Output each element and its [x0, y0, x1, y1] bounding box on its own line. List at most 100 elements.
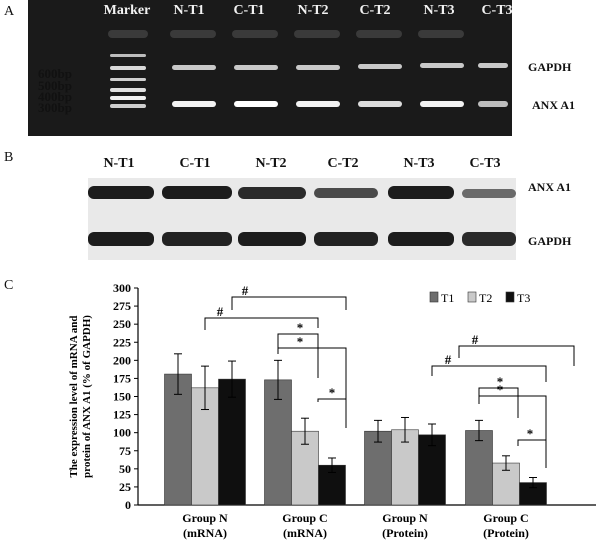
x-tick-label: Group N — [382, 511, 428, 525]
x-tick-label: Group N — [182, 511, 228, 525]
gel-well — [108, 30, 148, 38]
gapdh-blot-band — [238, 232, 306, 246]
y-tick-label: 125 — [113, 408, 131, 422]
x-tick-label: (Protein) — [483, 526, 529, 540]
significance-mark: * — [297, 334, 304, 349]
gapdh-band — [172, 65, 216, 70]
anxa1-band — [172, 101, 216, 107]
bar — [418, 434, 446, 506]
gel-lane-label: C-T2 — [359, 3, 391, 18]
significance-bracket — [231, 296, 347, 310]
significance-mark: * — [527, 426, 534, 441]
legend-swatch — [467, 291, 477, 303]
blot-lane-label: C-T1 — [179, 156, 211, 171]
bp-label: 300bp — [38, 100, 72, 115]
gapdh-band — [234, 65, 278, 70]
anxa1-band — [358, 101, 402, 107]
gapdh-blot-band — [88, 232, 154, 246]
significance-bracket — [277, 333, 319, 378]
bar — [465, 430, 493, 506]
y-tick-label: 300 — [113, 281, 131, 295]
gel-well — [232, 30, 278, 38]
significance-mark: # — [472, 332, 479, 347]
bar — [264, 379, 292, 506]
anxa1-band — [296, 101, 340, 107]
anxa1-blot-band — [238, 187, 306, 199]
anxa1-blot-band — [162, 186, 232, 199]
blot-image — [88, 178, 516, 260]
gapdh-blot-band — [462, 232, 516, 246]
gapdh-blot-band — [388, 232, 454, 246]
anxa1-band — [234, 101, 278, 107]
x-tick-label: Group C — [282, 511, 327, 525]
gel-lane-label: N-T1 — [173, 3, 205, 18]
panel-c-letter: C — [4, 278, 14, 293]
gapdh-blot-band — [314, 232, 378, 246]
gel-well — [356, 30, 402, 38]
bp-label: 400bp — [38, 89, 72, 104]
gel-lane-label: N-T2 — [297, 3, 329, 18]
gapdh-band — [420, 63, 464, 68]
gel-lane-label: C-T3 — [481, 3, 512, 18]
marker-band — [110, 54, 146, 57]
anxa1-blot-band — [462, 189, 516, 198]
y-axis-title-line: The expression level of mRNA and — [68, 315, 80, 477]
anxa1-band — [478, 101, 508, 107]
bp-label: 600bp — [38, 66, 72, 81]
legend-label: T3 — [517, 291, 530, 305]
bar — [218, 378, 246, 506]
legend-label: T2 — [479, 291, 492, 305]
x-tick-label: (Protein) — [382, 526, 428, 540]
blot-lane-label: N-T2 — [255, 156, 287, 171]
marker-band — [110, 78, 146, 81]
y-tick-label: 0 — [125, 498, 131, 512]
gel-label-gapdh: GAPDH — [528, 60, 572, 74]
anxa1-band — [420, 101, 464, 107]
x-tick-label: (mRNA) — [183, 526, 227, 540]
blot-lane-label: C-T2 — [327, 156, 359, 171]
bar — [364, 430, 392, 506]
marker-band — [110, 66, 146, 70]
y-tick-label: 25 — [119, 480, 131, 494]
y-tick-label: 50 — [119, 462, 131, 476]
bar — [164, 373, 192, 506]
anxa1-blot-band — [388, 186, 454, 199]
bp-label: 500bp — [38, 78, 72, 93]
gapdh-band — [478, 63, 508, 68]
y-tick-label: 75 — [119, 444, 131, 458]
y-tick-label: 100 — [113, 426, 131, 440]
panel-a-letter: A — [4, 4, 15, 19]
gel-image: Marker N-T1 C-T1 N-T2 C-T2 N-T3 C-T3 — [28, 0, 512, 136]
significance-bracket — [277, 347, 347, 418]
legend-swatch — [505, 291, 515, 303]
significance-bracket — [458, 345, 575, 366]
blot-lane-label: N-T1 — [103, 156, 135, 171]
gel-lane-label: N-T3 — [423, 3, 455, 18]
legend-swatch — [429, 291, 439, 303]
y-tick-label: 250 — [113, 317, 131, 331]
marker-band — [110, 88, 146, 92]
significance-bracket — [204, 317, 319, 330]
gel-lane-label: C-T1 — [233, 3, 265, 18]
significance-mark: * — [497, 374, 504, 389]
gel-label-anxa1: ANX A1 — [532, 98, 576, 112]
significance-mark: # — [445, 352, 452, 367]
x-tick-label: Group C — [483, 511, 528, 525]
significance-bracket — [478, 395, 547, 458]
y-axis-title: The expression level of mRNA andprotein … — [68, 315, 93, 478]
significance-bracket — [317, 398, 347, 428]
significance-mark: * — [329, 385, 336, 400]
gel-well — [294, 30, 340, 38]
significance-mark: # — [242, 283, 249, 298]
panel-b-letter: B — [4, 150, 14, 165]
blot-label-gapdh: GAPDH — [528, 234, 572, 248]
y-tick-label: 200 — [113, 353, 131, 367]
y-tick-label: 150 — [113, 390, 131, 404]
anxa1-blot-band — [314, 188, 378, 198]
gel-well — [170, 30, 216, 38]
gel-well — [418, 30, 464, 38]
significance-bracket — [431, 365, 547, 382]
significance-bracket — [478, 387, 519, 418]
significance-mark: * — [497, 382, 504, 397]
gapdh-blot-band — [162, 232, 232, 246]
